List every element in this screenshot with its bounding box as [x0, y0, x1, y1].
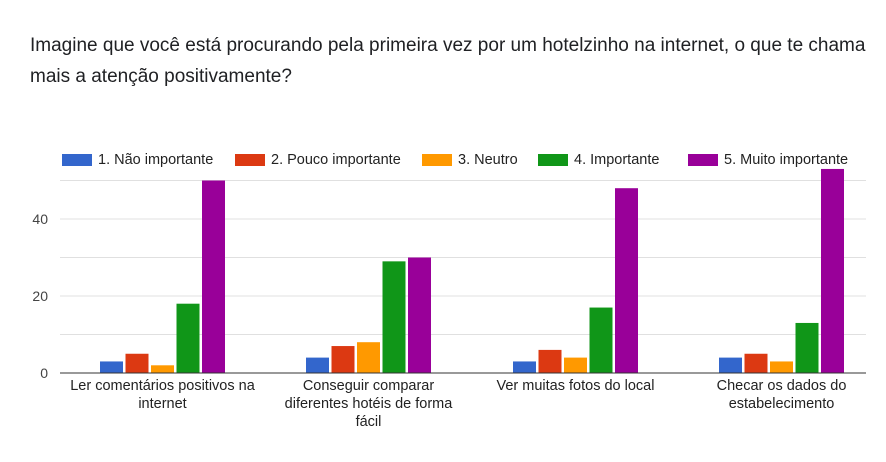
y-tick-label: 0 [40, 365, 48, 381]
legend-label: 1. Não importante [98, 152, 214, 168]
legend-label: 4. Importante [574, 152, 660, 168]
bar [589, 307, 613, 373]
category-label: Ver muitas fotos do local [497, 378, 655, 394]
legend-item: 5. Muito importante [688, 152, 848, 168]
category-label: fácil [356, 414, 382, 430]
legend-swatch [688, 154, 718, 166]
bar [564, 357, 587, 373]
legend-swatch [62, 154, 92, 166]
legend-swatch [235, 154, 265, 166]
category-label: internet [138, 396, 186, 412]
bar [100, 361, 123, 373]
legend-item: 1. Não importante [62, 152, 213, 168]
bar [306, 357, 329, 373]
legend-swatch [538, 154, 568, 166]
bar [795, 322, 819, 373]
legend-item: 4. Importante [538, 152, 659, 168]
question-title: Imagine que você está procurando pela pr… [30, 35, 866, 87]
category-label: estabelecimento [729, 396, 835, 412]
bar [719, 357, 742, 373]
bar [513, 361, 536, 373]
legend-item: 2. Pouco importante [235, 152, 401, 168]
bar [125, 353, 149, 373]
bar [408, 257, 431, 373]
bar [382, 261, 406, 373]
legend-label: 5. Muito importante [724, 152, 849, 168]
category-label: Checar os dados do [717, 378, 847, 394]
legend-swatch [422, 154, 452, 166]
bar [615, 188, 638, 373]
category-label: Ler comentários positivos na [70, 378, 255, 394]
bar [770, 361, 793, 373]
bar [331, 346, 355, 373]
bar [151, 365, 174, 373]
bar [202, 180, 225, 373]
legend-item: 3. Neutro [422, 152, 518, 168]
category-label: Conseguir comparar [303, 378, 435, 394]
category-label: diferentes hotéis de forma [285, 396, 454, 412]
bar [821, 168, 844, 373]
y-tick-label: 40 [32, 211, 48, 227]
y-tick-label: 20 [32, 288, 48, 304]
legend-label: 2. Pouco importante [271, 152, 401, 168]
bar [357, 342, 380, 373]
bar [744, 353, 768, 373]
bar [538, 349, 562, 373]
bar [176, 303, 200, 373]
legend-label: 3. Neutro [458, 152, 518, 168]
